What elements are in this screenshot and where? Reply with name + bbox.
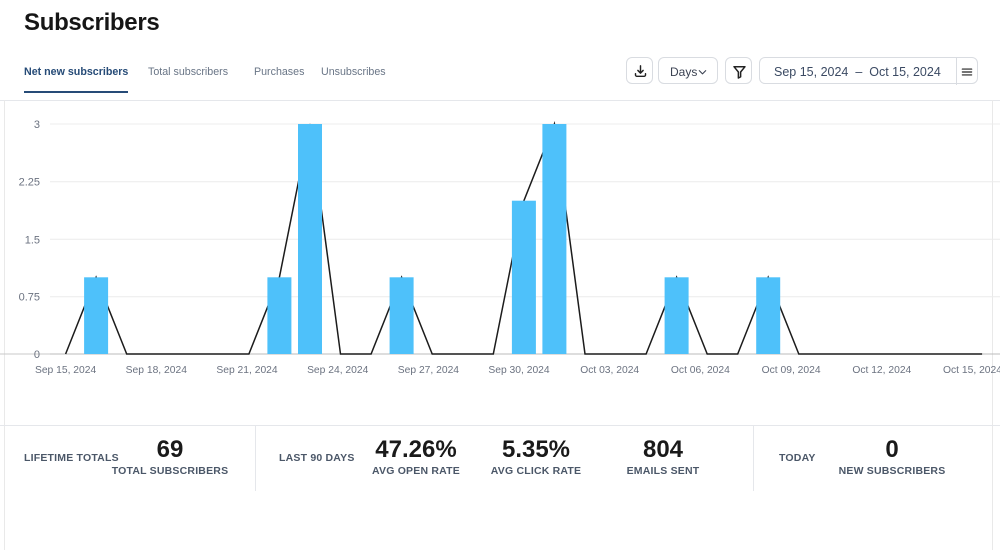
svg-text:Oct 12, 2024: Oct 12, 2024 — [852, 365, 911, 376]
svg-text:Sep 24, 2024: Sep 24, 2024 — [307, 365, 369, 376]
svg-text:3: 3 — [34, 119, 40, 131]
svg-text:1.5: 1.5 — [25, 234, 40, 246]
svg-text:Sep 30, 2024: Sep 30, 2024 — [488, 365, 550, 376]
svg-text:Oct 06, 2024: Oct 06, 2024 — [671, 365, 730, 376]
svg-text:Oct 15, 2024: Oct 15, 2024 — [943, 365, 1000, 376]
svg-text:Sep 15, 2024: Sep 15, 2024 — [35, 365, 97, 376]
svg-text:Oct 03, 2024: Oct 03, 2024 — [580, 365, 639, 376]
svg-text:Sep 18, 2024: Sep 18, 2024 — [126, 365, 188, 376]
svg-text:Sep 21, 2024: Sep 21, 2024 — [216, 365, 278, 376]
svg-text:Oct 09, 2024: Oct 09, 2024 — [762, 365, 821, 376]
svg-text:0: 0 — [34, 349, 40, 361]
svg-text:0.75: 0.75 — [19, 292, 40, 304]
svg-text:2.25: 2.25 — [19, 177, 40, 189]
svg-text:Sep 27, 2024: Sep 27, 2024 — [398, 365, 460, 376]
